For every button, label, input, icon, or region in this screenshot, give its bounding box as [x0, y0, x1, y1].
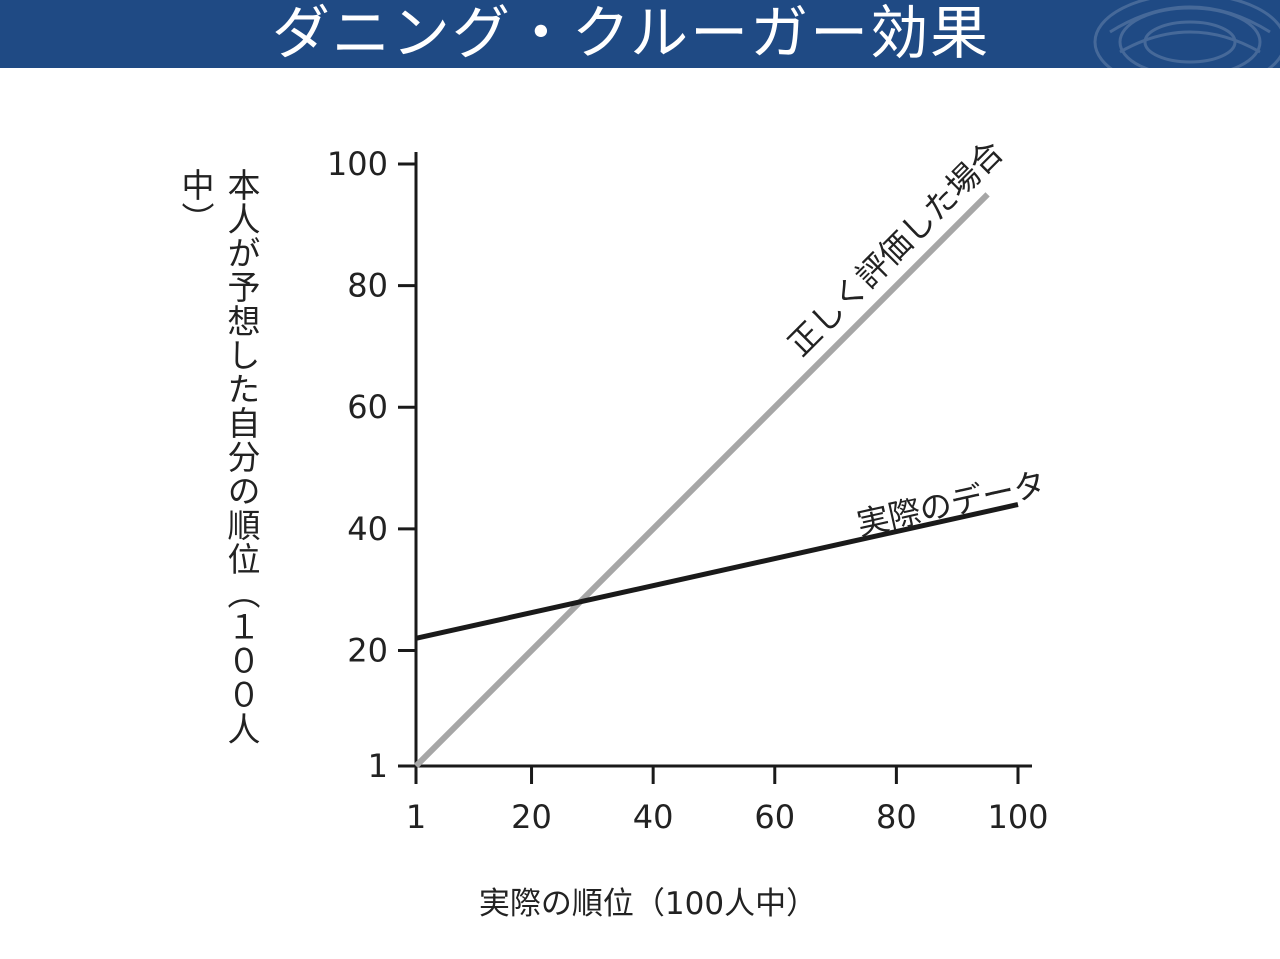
crest-emblem-icon	[1093, 0, 1280, 68]
x-tick-label: 80	[876, 798, 917, 836]
x-axis-label: 実際の順位（100人中）	[478, 886, 818, 922]
y-tick-label: 20	[347, 631, 388, 669]
series-label: 正しく評価した場合	[780, 133, 1011, 364]
x-tick-label: 40	[633, 798, 674, 836]
series-line	[413, 192, 990, 769]
x-tick-label: 1	[406, 798, 426, 836]
y-tick-label: 80	[347, 267, 388, 305]
y-tick-label: 1	[368, 747, 388, 785]
x-tick-label: 60	[754, 798, 795, 836]
x-tick-label: 100	[987, 798, 1048, 836]
y-tick-label: 60	[347, 388, 388, 426]
x-tick-label: 20	[511, 798, 552, 836]
y-axis-label: 本人が予想した自分の順位（１００人中）	[176, 168, 261, 746]
chart-series-layer	[413, 192, 1019, 769]
slide-title: ダニング・クルーガー効果	[271, 0, 991, 67]
y-tick-label: 40	[347, 510, 388, 548]
series-label: 実際のデータ	[853, 464, 1049, 543]
slide-header: ダニング・クルーガー効果	[0, 0, 1280, 68]
y-tick-label: 100	[327, 145, 388, 183]
series-line	[415, 502, 1019, 641]
